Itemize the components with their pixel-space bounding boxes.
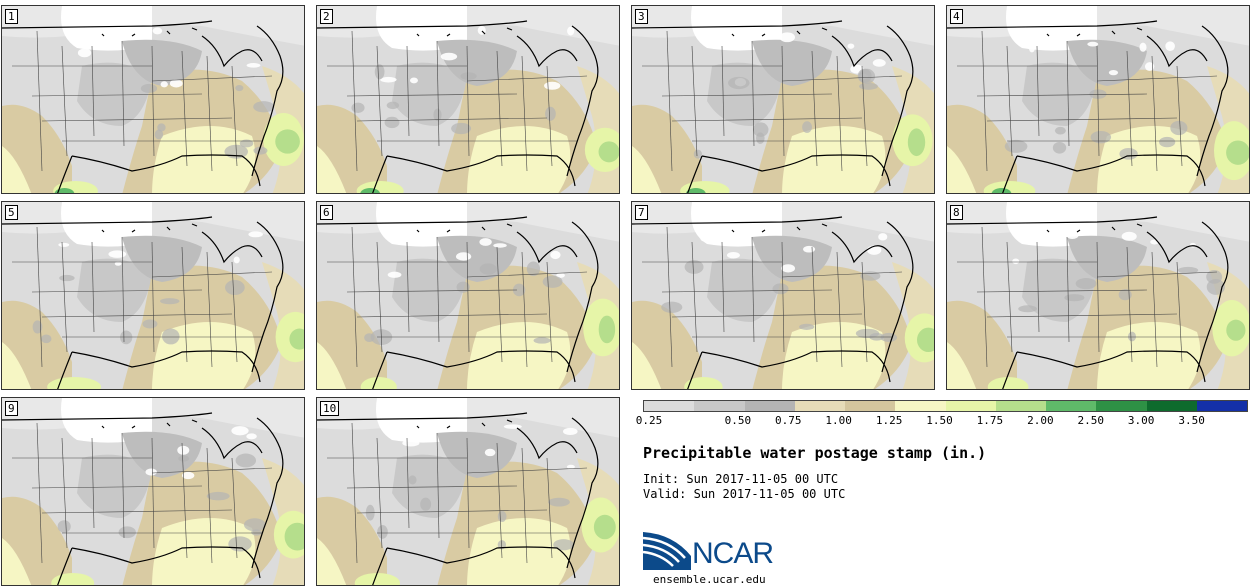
ensemble-member-map: 4: [946, 5, 1250, 194]
colorbar-tick-label: 3.50: [1178, 414, 1205, 427]
colorbar-labels: 0.25 0.50 0.75 1.00 1.25 1.50 1.75 2.00 2.50 3.00…: [636, 414, 1253, 428]
ensemble-member-map: 10: [316, 397, 620, 586]
colorbar-segment: [845, 401, 896, 411]
logo-text: NCAR: [692, 537, 774, 570]
colorbar-segment: [1046, 401, 1097, 411]
ensemble-member-map: 6: [316, 201, 620, 390]
site-url: ensemble.ucar.edu: [653, 573, 766, 586]
colorbar-tick-label: 1.25: [875, 414, 903, 427]
ensemble-member-map: 1: [1, 5, 305, 194]
colorbar-segment: [694, 401, 745, 411]
colorbar-segment: [794, 401, 845, 411]
member-number: 10: [320, 401, 340, 416]
ensemble-member-map: 7: [631, 201, 935, 390]
ensemble-member-map: 9: [1, 397, 305, 586]
ensemble-member-map: 3: [631, 5, 935, 194]
colorbar-segment: [895, 401, 946, 411]
member-number: 4: [950, 9, 963, 24]
colorbar-segment: [1146, 401, 1197, 411]
colorbar-tick-label: 0.75: [775, 414, 802, 427]
colorbar-tick-label: 2.00: [1027, 414, 1054, 427]
colorbar-tick-label: 1.50: [926, 414, 953, 427]
colorbar-segment: [1196, 401, 1247, 411]
colorbar-segment: [644, 401, 695, 411]
member-number: 2: [320, 9, 333, 24]
ensemble-member-map: 5: [1, 201, 305, 390]
colorbar-tick-label: 2.50: [1077, 414, 1105, 427]
colorbar-tick-label: 0.25: [635, 414, 663, 427]
valid-time: Valid: Sun 2017-11-05 00 UTC: [643, 487, 846, 501]
colorbar-segment: [744, 401, 795, 411]
member-number: 3: [635, 9, 648, 24]
ensemble-member-map: 8: [946, 201, 1250, 390]
colorbar-tick-label: 1.75: [976, 414, 1004, 427]
colorbar: [643, 400, 1248, 412]
chart-title: Precipitable water postage stamp (in.): [643, 444, 987, 462]
colorbar-tick-label: 1.00: [825, 414, 852, 427]
member-number: 7: [635, 205, 648, 220]
member-number: 6: [320, 205, 333, 220]
member-number: 8: [950, 205, 963, 220]
init-time: Init: Sun 2017-11-05 00 UTC: [643, 472, 839, 486]
ensemble-member-map: 2: [316, 5, 620, 194]
ncar-logo-icon: [643, 532, 691, 570]
member-number: 1: [5, 9, 18, 24]
member-number: 5: [5, 205, 18, 220]
member-number: 9: [5, 401, 18, 416]
colorbar-tick-label: 3.00: [1127, 414, 1155, 427]
colorbar-segment: [995, 401, 1046, 411]
colorbar-segment: [1096, 401, 1147, 411]
colorbar-tick-label: 0.50: [724, 414, 752, 427]
colorbar-segment: [945, 401, 996, 411]
